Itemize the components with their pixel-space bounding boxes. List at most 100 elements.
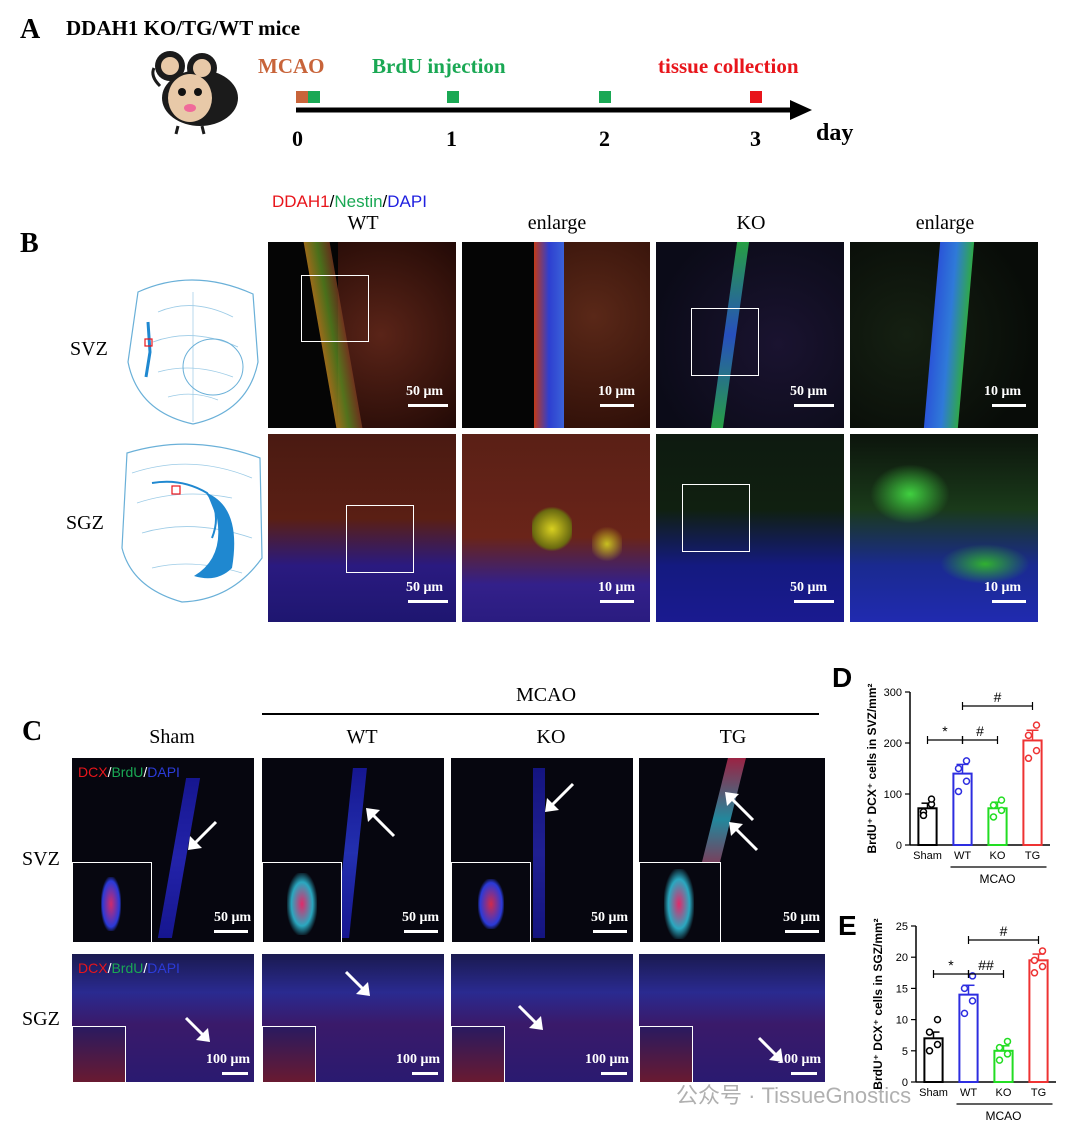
significance-label: * xyxy=(948,957,954,973)
inset xyxy=(72,862,152,942)
inset xyxy=(451,1026,505,1082)
panel-b-col-enlarge-1: enlarge xyxy=(527,212,587,234)
event-tissue: tissue collection xyxy=(658,54,799,78)
micrograph-c-sgz-sham: DCX/BrdU/DAPI 100 μm xyxy=(72,954,254,1082)
micrograph-c-sgz-tg: 100 μm xyxy=(639,954,825,1082)
scale-bar xyxy=(412,1072,438,1075)
scale-label: 50 μm xyxy=(214,910,252,925)
y-axis-label: BrdU⁺ DCX⁺ cells in SVZ/mm² xyxy=(865,683,879,853)
micrograph-b-sgz-wt-enlarge: 10 μm xyxy=(462,434,650,622)
scale-label: 100 μm xyxy=(777,1052,822,1067)
data-point xyxy=(925,1028,934,1036)
data-point xyxy=(933,1040,942,1049)
micrograph-b-sgz-ko: 50 μm xyxy=(656,434,844,622)
scale-bar xyxy=(408,404,448,407)
scale-label: 10 μm xyxy=(598,384,636,399)
scale-label: 100 μm xyxy=(585,1052,630,1067)
panel-c-col-sham: Sham xyxy=(149,726,195,748)
micrograph-b-sgz-ko-enlarge: 10 μm xyxy=(850,434,1038,622)
marker-tissue xyxy=(750,91,762,103)
micrograph-c-svz-tg: 50 μm xyxy=(639,758,825,942)
tick-1: 1 xyxy=(446,126,457,151)
scale-bar xyxy=(214,930,248,933)
inset xyxy=(639,862,721,942)
data-point xyxy=(919,811,928,820)
panel-a-title: DDAH1 KO/TG/WT mice xyxy=(66,16,301,40)
panel-c-row-sgz: SGZ xyxy=(22,1008,60,1030)
y-tick-label: 15 xyxy=(896,983,908,995)
data-point xyxy=(933,1015,942,1024)
data-point xyxy=(1038,947,1047,955)
watermark: 公众号 · TissueGnostics xyxy=(676,1083,912,1108)
arrow-icon xyxy=(188,820,218,850)
brain-atlas-svz xyxy=(127,279,259,425)
stain-brdu: BrdU xyxy=(111,764,144,780)
arrow-icon xyxy=(344,970,370,996)
data-point xyxy=(989,813,998,821)
scale-label: 50 μm xyxy=(790,580,828,595)
scale-label: 50 μm xyxy=(783,910,821,925)
panel-c-col-tg: TG xyxy=(719,726,747,748)
data-point xyxy=(995,1043,1004,1052)
y-tick-label: 10 xyxy=(896,1015,908,1027)
tick-2: 2 xyxy=(599,126,610,151)
stain-nestin: Nestin xyxy=(334,192,383,211)
scale-bar xyxy=(222,1072,248,1075)
micrograph-c-svz-ko: 50 μm xyxy=(451,758,633,942)
data-point xyxy=(960,984,969,993)
axis-unit: day xyxy=(816,120,854,146)
panel-b-row-svz: SVZ xyxy=(70,338,108,360)
scale-label: 10 μm xyxy=(984,384,1022,399)
data-point xyxy=(925,1047,934,1055)
zoom-box xyxy=(682,484,750,552)
scale-bar xyxy=(600,600,634,603)
inset xyxy=(639,1026,693,1082)
data-point xyxy=(1003,1037,1012,1046)
y-axis-label: BrdU⁺ DCX⁺ cells in SGZ/mm² xyxy=(871,918,885,1089)
panel-c-col-ko: KO xyxy=(536,726,566,748)
data-point xyxy=(968,997,977,1005)
scale-label: 50 μm xyxy=(790,384,828,399)
group-label: MCAO xyxy=(986,1109,1022,1123)
marker-mcao xyxy=(296,91,308,103)
scale-label: 50 μm xyxy=(406,384,444,399)
panel-c-group-line xyxy=(262,713,819,715)
data-point xyxy=(962,777,971,785)
data-point xyxy=(1030,969,1039,977)
panel-b-col-wt: WT xyxy=(347,212,379,234)
x-tick-label: KO xyxy=(990,850,1006,862)
stain-dapi: DAPI xyxy=(387,192,427,211)
scale-bar xyxy=(794,600,834,603)
arrow-icon xyxy=(725,792,755,822)
scale-bar xyxy=(593,930,627,933)
arrow-icon xyxy=(757,1036,783,1062)
scale-bar xyxy=(791,1072,817,1075)
scale-bar xyxy=(601,1072,627,1075)
zoom-box xyxy=(301,275,369,342)
event-mcao: MCAO xyxy=(258,54,325,78)
bar xyxy=(1022,739,1043,847)
data-point xyxy=(1038,962,1047,971)
panel-b-col-enlarge-2: enlarge xyxy=(915,212,975,234)
micrograph-b-svz-wt: 50 μm xyxy=(268,242,456,428)
scale-label: 50 μm xyxy=(406,580,444,595)
scale-bar xyxy=(785,930,819,933)
scale-label: 50 μm xyxy=(591,910,629,925)
data-point xyxy=(1032,746,1041,755)
scale-label: 10 μm xyxy=(598,580,636,595)
mouse-icon xyxy=(151,51,238,135)
data-point xyxy=(1024,731,1033,740)
panel-c-letter: C xyxy=(22,716,43,747)
marker-brdu-2 xyxy=(599,91,611,103)
data-point xyxy=(960,1009,969,1018)
zoom-box xyxy=(691,308,759,376)
scale-label: 100 μm xyxy=(396,1052,441,1067)
micrograph-c-svz-wt: 50 μm xyxy=(262,758,444,942)
arrow-icon xyxy=(729,822,759,852)
y-tick-label: 200 xyxy=(884,738,902,750)
micrograph-b-svz-wt-enlarge: 10 μm xyxy=(462,242,650,428)
arrow-icon xyxy=(517,1004,543,1030)
scale-bar xyxy=(600,404,634,407)
micrograph-b-svz-ko: 50 μm xyxy=(656,242,844,428)
data-point xyxy=(1003,1050,1012,1058)
